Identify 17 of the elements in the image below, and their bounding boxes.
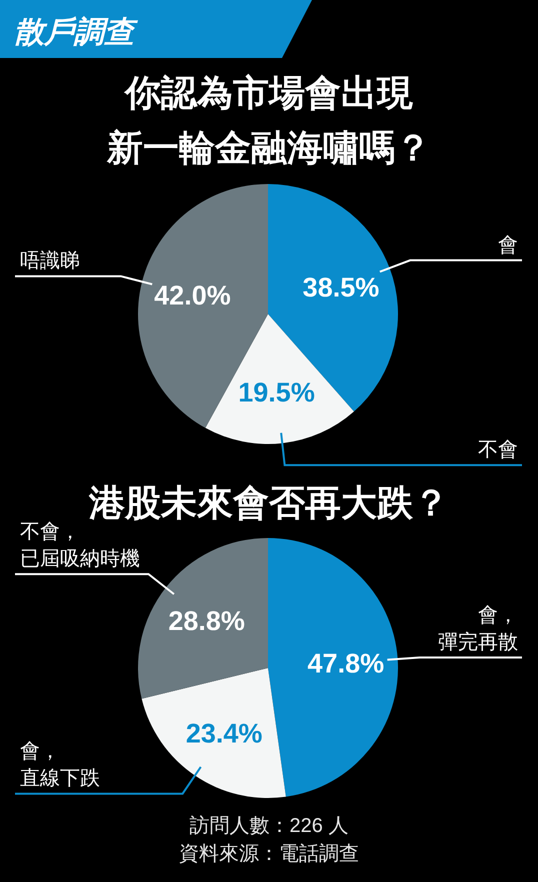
text: 散戶調查 — [14, 16, 139, 49]
slice-label: 不會，已屆吸納時機 — [20, 521, 140, 570]
slice-label: 唔識睇 — [20, 250, 80, 272]
chart-title: 你認為市場會出現新一輪金融海嘯嗎？ — [106, 73, 431, 168]
slice-label: 會，彈完再散 — [438, 604, 518, 654]
chart-title: 港股未來會否再大跌？ — [88, 483, 449, 523]
data-label: 23.4% — [186, 718, 262, 749]
slice-label: 會 — [498, 234, 518, 256]
slice-label: 不會 — [478, 439, 518, 462]
slice-label: 會，直線下跌 — [20, 740, 100, 790]
data-label: 19.5% — [238, 378, 315, 408]
data-label: 28.8% — [168, 606, 245, 636]
data-label: 47.8% — [308, 648, 384, 679]
source-note: 資料來源：電話調查 — [179, 843, 359, 865]
data-label: 38.5% — [302, 272, 380, 302]
text: 訪問人數：226 人 — [190, 815, 348, 837]
data-label: 42.0% — [154, 280, 231, 311]
